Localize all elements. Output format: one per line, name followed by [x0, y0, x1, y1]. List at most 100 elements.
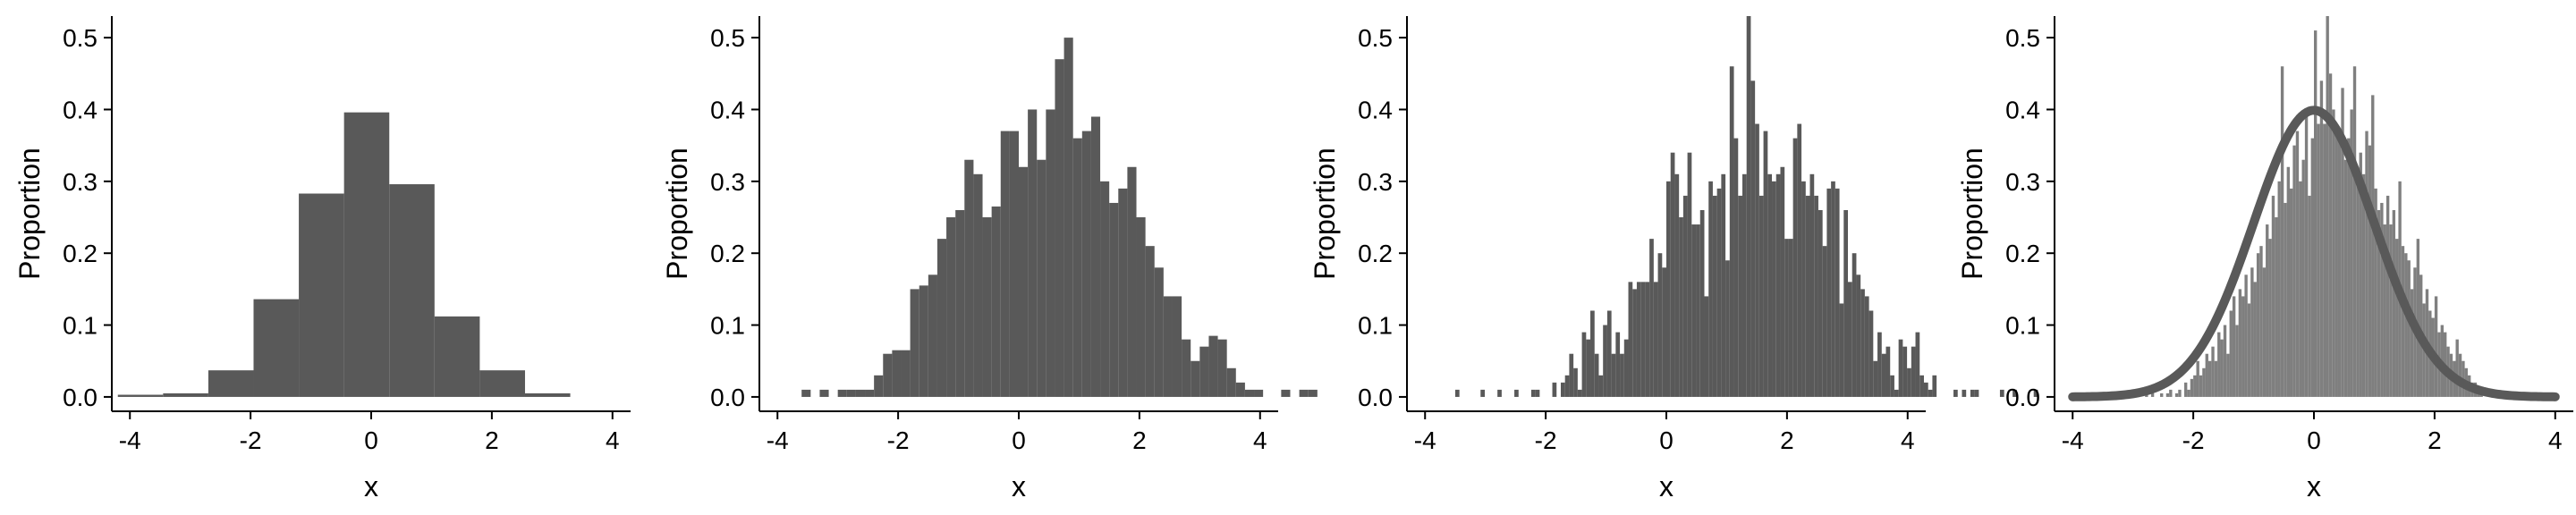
histogram-bar — [1636, 282, 1641, 397]
histogram-bar — [2012, 389, 2017, 397]
histogram-bar — [2385, 195, 2390, 397]
histogram-bar — [253, 299, 300, 397]
histogram-bar — [2160, 393, 2164, 397]
histogram-bar — [973, 173, 983, 397]
histogram-bar — [1784, 239, 1789, 397]
histogram-bar — [2280, 66, 2284, 397]
bars — [117, 112, 571, 397]
histogram-bar — [2383, 224, 2386, 397]
y-tick-label: 0.5 — [710, 24, 745, 52]
x-axis-title: x — [1012, 470, 1026, 502]
y-tick-label: 0.2 — [63, 240, 97, 267]
y-tick-label: 0.4 — [63, 96, 97, 123]
histogram-bar — [1028, 109, 1038, 397]
histogram-bar — [1797, 123, 1802, 397]
histogram-bar — [2343, 159, 2348, 397]
histogram-bar — [2190, 378, 2194, 397]
histogram-bar — [1923, 382, 1928, 397]
histogram-bar — [1649, 239, 1654, 397]
histogram-bar — [837, 389, 847, 397]
histogram-bar — [1898, 339, 1903, 397]
histogram-bar — [2229, 310, 2233, 397]
histogram-bar — [1577, 389, 1582, 397]
histogram-bar — [1281, 389, 1291, 397]
histogram-bar — [2256, 253, 2260, 397]
histogram-bar — [208, 370, 254, 397]
bars — [801, 38, 1318, 397]
histogram-bar — [1623, 339, 1629, 397]
histogram-bar — [1885, 346, 1891, 397]
histogram-bar — [2275, 217, 2278, 397]
histogram-bar — [1100, 181, 1110, 397]
y-tick-label: 0.3 — [1358, 168, 1393, 196]
histogram-bar — [1182, 339, 1191, 397]
histogram-bar — [1514, 389, 1519, 397]
histogram-bar — [2323, 123, 2326, 397]
histogram-bar — [2337, 131, 2342, 397]
histogram-bar — [1217, 339, 1227, 397]
histogram-bar — [1932, 375, 1937, 397]
x-tick-label: 4 — [606, 426, 620, 454]
histogram-bar — [946, 217, 956, 397]
y-tick-label: 0.5 — [1358, 24, 1393, 52]
histogram-bar — [855, 389, 866, 397]
histogram-bar — [1603, 325, 1607, 397]
x-axis-title: x — [2307, 470, 2321, 502]
histogram-bar — [1670, 152, 1675, 397]
bars — [1454, 16, 2038, 397]
histogram-bar — [1163, 296, 1173, 397]
x-tick-label: -4 — [119, 426, 141, 454]
histogram-bar — [1691, 224, 1697, 397]
histogram-bar — [2395, 239, 2399, 397]
y-tick-label: 0.4 — [1358, 96, 1393, 123]
histogram-bar — [1974, 389, 1979, 397]
histogram-bar — [2368, 145, 2372, 397]
histogram-bar — [1000, 131, 1010, 397]
x-axis-title: x — [364, 470, 378, 502]
histogram-bar — [2169, 389, 2173, 397]
histogram-panel-2: -4 -2 0 2 4 0.0 0.1 0.2 0.3 0.4 0.5 x Proportion — [661, 16, 1318, 502]
histogram-bar — [1915, 332, 1920, 397]
x-tick-label: 4 — [1253, 426, 1267, 454]
histogram-bar — [1620, 353, 1624, 397]
histogram-bar — [2374, 188, 2377, 397]
histogram-bar — [919, 285, 928, 397]
histogram-bar — [1687, 152, 1692, 397]
histogram-bar — [1738, 195, 1742, 397]
x-tick-label: -4 — [1414, 426, 1436, 454]
histogram-bar — [1590, 310, 1595, 397]
histogram-bar — [2241, 296, 2245, 397]
histogram-bar — [1208, 335, 1218, 397]
histogram-bar — [524, 393, 571, 397]
histogram-bar — [2238, 289, 2242, 397]
histogram-bar — [1191, 360, 1200, 397]
histogram-bar — [1199, 346, 1209, 397]
histogram-bar — [2410, 289, 2414, 397]
histogram-bar — [2268, 239, 2272, 397]
histogram-bar — [801, 389, 811, 397]
histogram-bar — [1679, 217, 1683, 397]
y-tick-label: 0.2 — [710, 240, 745, 267]
histogram-bar — [1632, 289, 1637, 397]
x-tick-label: 2 — [1132, 426, 1147, 454]
histogram-bar — [1530, 389, 1536, 397]
x-tick-label: -2 — [887, 426, 910, 454]
histogram-bar — [1792, 138, 1798, 397]
x-tick-label: -2 — [240, 426, 262, 454]
x-tick-label: 4 — [2548, 426, 2563, 454]
histogram-bar — [2220, 339, 2224, 397]
y-tick-label: 0.4 — [710, 96, 745, 123]
histogram-bar — [2455, 339, 2459, 397]
bars — [2145, 16, 2483, 397]
histogram-bar — [2232, 296, 2236, 397]
histogram-bar — [1569, 353, 1574, 397]
histogram-bar — [2299, 181, 2302, 397]
histogram-bar — [1805, 195, 1810, 397]
x-tick-label: -4 — [2062, 426, 2084, 454]
histogram-bar — [2226, 353, 2230, 397]
histogram-bar — [2207, 360, 2212, 397]
histogram-bar — [1172, 296, 1182, 397]
histogram-bar — [1894, 389, 1899, 397]
histogram-bar — [1598, 375, 1604, 397]
histogram-bar — [1653, 282, 1658, 397]
